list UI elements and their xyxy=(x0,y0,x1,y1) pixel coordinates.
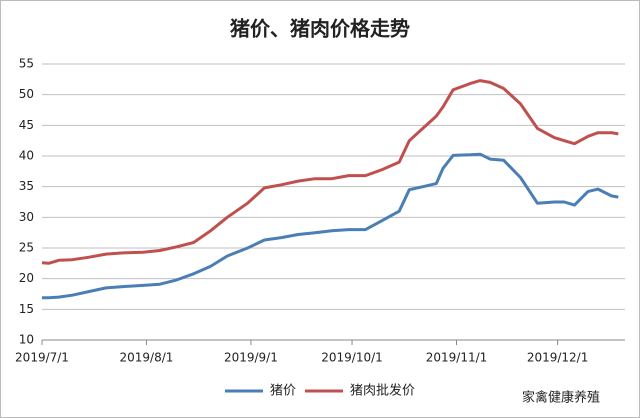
watermark: 家禽健康养殖 xyxy=(522,390,600,406)
x-tick-label: 2019/10/1 xyxy=(321,351,383,365)
y-tick-label: 25 xyxy=(19,241,34,255)
legend-label: 猪肉批发价 xyxy=(350,383,415,399)
series-line xyxy=(42,152,619,300)
x-tick-label: 2019/7/1 xyxy=(15,351,69,365)
x-tick-label: 2019/9/1 xyxy=(224,351,278,365)
y-tick-label: 30 xyxy=(19,210,34,224)
y-tick-label: 40 xyxy=(19,149,34,163)
y-tick-label: 35 xyxy=(19,179,34,193)
x-tick-label: 2019/12/1 xyxy=(527,351,589,365)
y-tick-label: 10 xyxy=(19,333,34,347)
y-tick-label: 50 xyxy=(19,87,34,101)
x-tick-label: 2019/11/1 xyxy=(426,351,488,365)
y-tick-label: 20 xyxy=(19,271,34,285)
chart-title: 猪价、猪肉价格走势 xyxy=(230,17,410,41)
y-tick-label: 55 xyxy=(19,57,34,71)
x-tick-label: 2019/8/1 xyxy=(120,351,174,365)
legend-label: 猪价 xyxy=(270,384,296,399)
series-line xyxy=(41,79,619,265)
y-tick-label: 45 xyxy=(19,118,34,132)
y-tick-label: 15 xyxy=(19,302,34,316)
